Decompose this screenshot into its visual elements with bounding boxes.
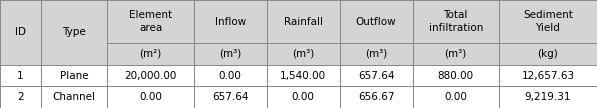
Text: 657.64: 657.64 — [212, 92, 248, 102]
Text: Element
area: Element area — [129, 10, 172, 33]
Bar — [0, 65, 41, 86]
Text: 0.00: 0.00 — [139, 92, 162, 102]
Text: 657.64: 657.64 — [358, 71, 395, 81]
Bar — [267, 65, 340, 86]
Bar — [193, 0, 267, 43]
Text: (m³): (m³) — [365, 49, 387, 59]
Text: 0.00: 0.00 — [292, 92, 315, 102]
Bar — [340, 43, 413, 65]
Bar — [267, 86, 340, 108]
Bar — [107, 65, 193, 86]
Text: 0.00: 0.00 — [219, 71, 242, 81]
Text: (m³): (m³) — [219, 49, 241, 59]
Bar — [0, 0, 41, 65]
Text: (m³): (m³) — [445, 49, 467, 59]
Text: Outflow: Outflow — [356, 17, 396, 27]
Bar — [107, 86, 193, 108]
Bar — [267, 43, 340, 65]
Text: 880.00: 880.00 — [438, 71, 474, 81]
Bar — [107, 43, 193, 65]
Text: Channel: Channel — [53, 92, 96, 102]
Bar — [41, 0, 107, 65]
Text: 12,657.63: 12,657.63 — [521, 71, 574, 81]
Bar — [413, 43, 499, 65]
Text: 0.00: 0.00 — [444, 92, 467, 102]
Text: 2: 2 — [17, 92, 24, 102]
Bar — [413, 0, 499, 43]
Text: Type: Type — [63, 27, 86, 37]
Text: 1,540.00: 1,540.00 — [280, 71, 326, 81]
Text: 20,000.00: 20,000.00 — [124, 71, 177, 81]
Bar — [41, 65, 107, 86]
Text: Inflow: Inflow — [214, 17, 246, 27]
Text: Total
infiltration: Total infiltration — [429, 10, 483, 33]
Text: (m³): (m³) — [292, 49, 314, 59]
Bar — [193, 43, 267, 65]
Text: Rainfall: Rainfall — [284, 17, 322, 27]
Bar — [499, 43, 597, 65]
Bar — [107, 0, 193, 43]
Bar — [340, 86, 413, 108]
Bar — [0, 86, 41, 108]
Bar — [193, 86, 267, 108]
Text: 656.67: 656.67 — [358, 92, 395, 102]
Bar — [267, 0, 340, 43]
Text: 9,219.31: 9,219.31 — [525, 92, 571, 102]
Text: Sediment
Yield: Sediment Yield — [523, 10, 573, 33]
Text: (kg): (kg) — [537, 49, 558, 59]
Bar — [499, 0, 597, 43]
Bar — [499, 86, 597, 108]
Text: 1: 1 — [17, 71, 24, 81]
Bar — [41, 86, 107, 108]
Text: (m²): (m²) — [140, 49, 162, 59]
Bar — [413, 86, 499, 108]
Text: Plane: Plane — [60, 71, 88, 81]
Bar — [413, 65, 499, 86]
Text: ID: ID — [15, 27, 26, 37]
Bar — [340, 65, 413, 86]
Bar — [499, 65, 597, 86]
Bar — [340, 0, 413, 43]
Bar — [193, 65, 267, 86]
